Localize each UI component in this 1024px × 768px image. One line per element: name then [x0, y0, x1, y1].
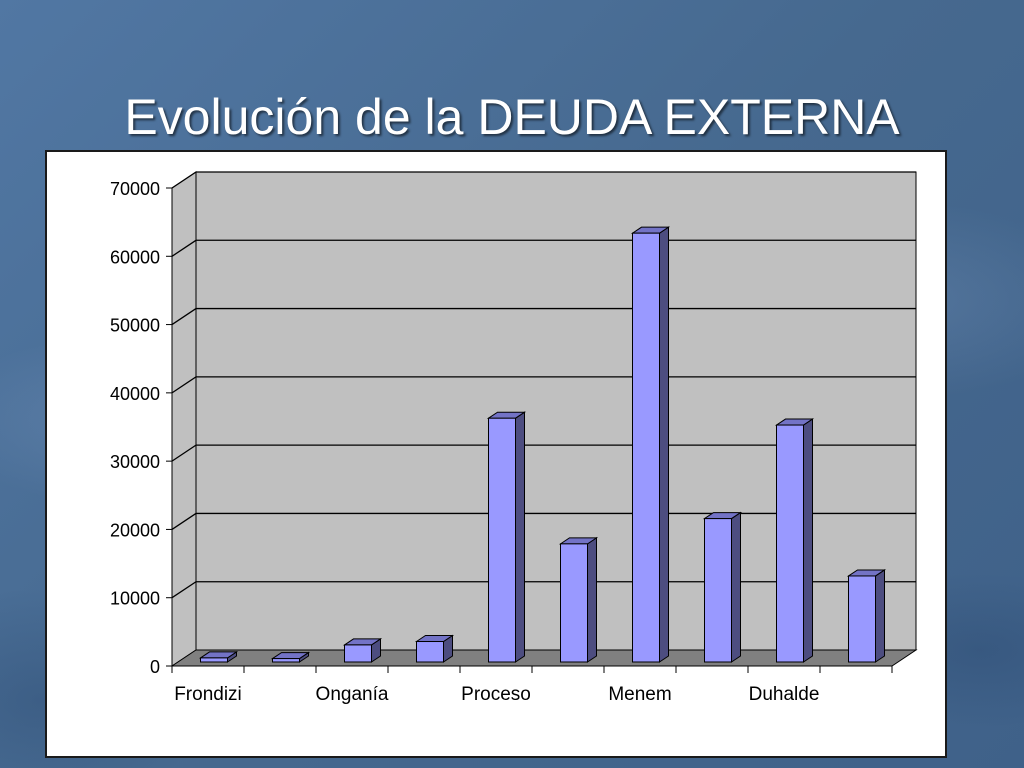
- y-tick-label: 50000: [110, 316, 160, 336]
- y-tick-label: 0: [150, 657, 160, 677]
- bar: [342, 637, 383, 663]
- bar-side: [587, 536, 597, 663]
- slide-title: Evolución de la DEUDA EXTERNA: [124, 89, 900, 145]
- bar-front: [560, 543, 588, 663]
- bar: [270, 651, 311, 663]
- bar: [558, 536, 599, 663]
- gridline: [171, 376, 916, 394]
- bar-side: [659, 226, 669, 663]
- gridline: [171, 581, 916, 599]
- chart-frame: 0 10000 20000 30000 40000 50000 60000 70000 Fro…: [45, 150, 947, 758]
- x-category-label: Onganía: [316, 684, 389, 705]
- y-tick-label: 70000: [110, 179, 160, 199]
- x-category-label: Menem: [608, 684, 671, 705]
- bar-front: [272, 658, 300, 663]
- y-tick-label: 30000: [110, 452, 160, 472]
- bar-front: [776, 424, 804, 663]
- gridline: [171, 307, 916, 326]
- y-axis: 0 10000 20000 30000 40000 50000 60000 70000: [110, 179, 173, 677]
- grid-lines: [171, 171, 916, 599]
- bar: [198, 650, 239, 663]
- bar: [774, 418, 815, 663]
- bar-front: [704, 518, 732, 663]
- bar-side: [803, 418, 813, 663]
- y-tick-label: 20000: [110, 520, 160, 540]
- bar-front: [200, 657, 228, 663]
- bar-front: [488, 417, 516, 663]
- bar-chart: 0 10000 20000 30000 40000 50000 60000 70000 Fro…: [110, 171, 918, 705]
- bar-side: [731, 511, 741, 663]
- bar: [630, 226, 671, 663]
- bar-side: [875, 569, 885, 663]
- bar-front: [416, 641, 444, 663]
- gridline: [171, 239, 916, 257]
- bar: [486, 411, 527, 663]
- bars: [198, 226, 887, 663]
- y-tick-label: 10000: [110, 589, 160, 609]
- x-axis: Frondizi Onganía Proceso Menem Duhalde: [171, 665, 893, 705]
- bar-front: [344, 644, 372, 663]
- x-category-label: Frondizi: [174, 684, 242, 705]
- gridline: [171, 171, 916, 189]
- bar: [414, 634, 455, 663]
- bar-side: [515, 411, 525, 663]
- bar-front: [632, 232, 660, 663]
- plot-side-wall: [171, 171, 197, 667]
- bar: [702, 511, 743, 663]
- bar: [846, 569, 887, 663]
- y-tick-label: 60000: [110, 247, 160, 267]
- gridline: [171, 512, 916, 530]
- y-tick-label: 40000: [110, 384, 160, 404]
- x-category-label: Proceso: [461, 684, 531, 705]
- bar-front: [848, 575, 876, 663]
- gridline: [171, 444, 916, 462]
- x-category-label: Duhalde: [749, 684, 820, 705]
